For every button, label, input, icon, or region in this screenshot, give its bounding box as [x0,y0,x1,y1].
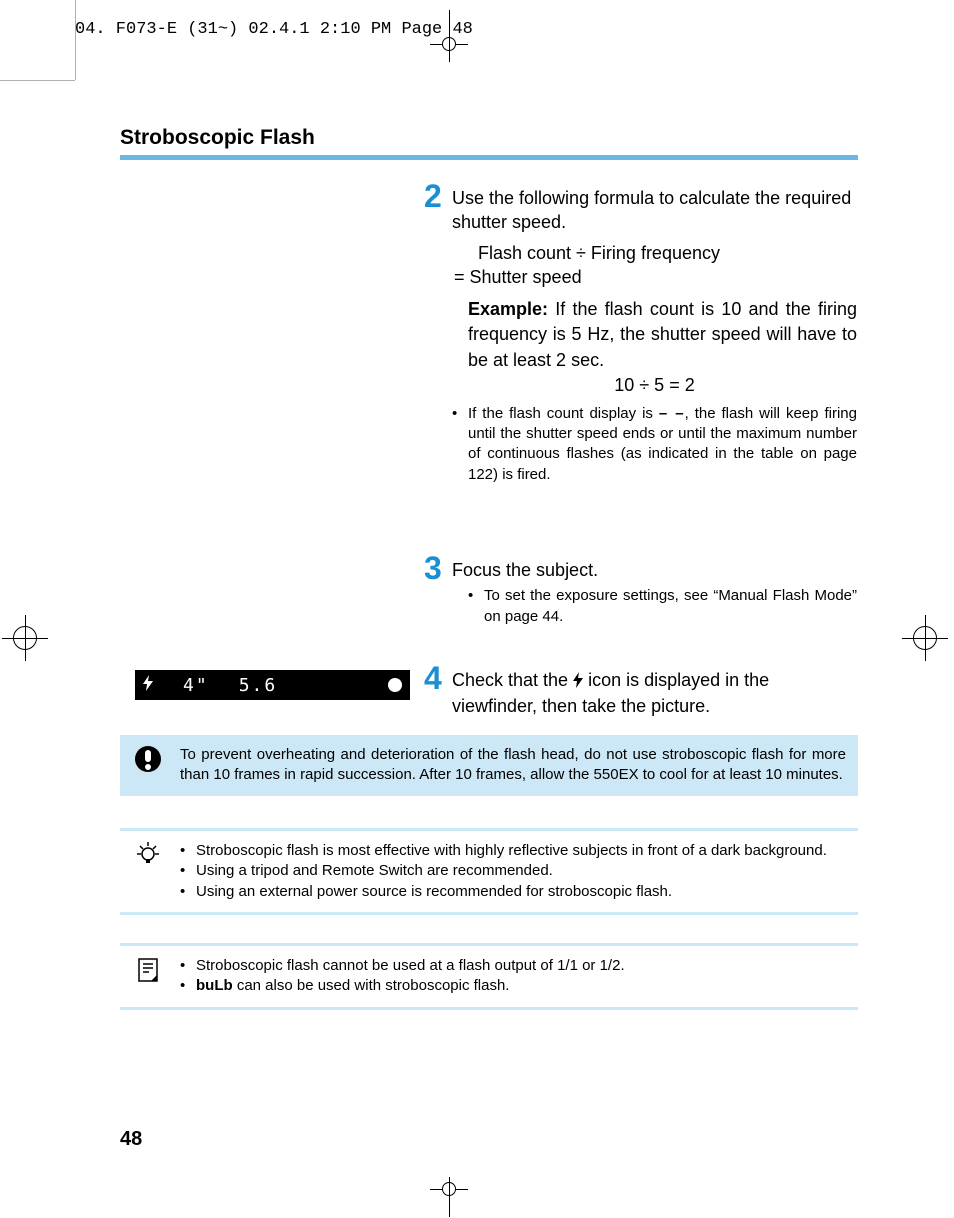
viewfinder-lcd: 4" 5.6 [135,670,410,700]
lcd-flash-icon [143,675,153,696]
note-text-1: Stroboscopic flash cannot be used at a f… [196,956,625,976]
tip-item: •Using a tripod and Remote Switch are re… [180,861,846,881]
lightbulb-icon [134,841,162,869]
step-3-note-text: To set the exposure settings, see “Manua… [484,586,857,627]
registration-mark-left [2,615,52,665]
print-header: 04. F073-E (31~) 02.4.1 2:10 PM Page 48 [75,20,473,39]
step-2-body: Use the following formula to calculate t… [452,186,857,235]
formula: Flash count ÷ Firing frequency = Shutter… [452,241,857,290]
registration-mark-right [902,615,952,665]
step-2-note: • If the flash count display is – –, the… [452,404,857,485]
crop-mark-bottom [430,1175,470,1215]
bullet-dot: • [452,404,468,485]
tip-text-1: Stroboscopic flash is most effective wit… [196,841,827,861]
example-label: Example: [468,299,548,319]
note-page-icon [134,956,162,984]
lcd-aperture-value: 5.6 [239,675,278,696]
step-number-4: 4 [424,660,442,697]
step-4: 4 Check that the icon is displayed in th… [452,668,857,719]
note-item: •Stroboscopic flash cannot be used at a … [180,956,846,976]
step-2: 2 Use the following formula to calculate… [452,186,857,485]
tip-box: •Stroboscopic flash is most effective wi… [120,828,858,915]
step-number-3: 3 [424,550,442,587]
step-3-body: Focus the subject. [452,558,857,582]
step-4-body: Check that the icon is displayed in the … [452,668,857,719]
step-3-note: • To set the exposure settings, see “Man… [452,586,857,627]
note-prefix: If the flash count display is [468,405,659,422]
warning-text: To prevent overheating and deterioration… [180,745,846,786]
section-title: Stroboscopic Flash [120,126,315,150]
lcd-shutter-value: 4" [183,675,209,696]
tip-item: •Stroboscopic flash is most effective wi… [180,841,846,861]
tip-item: •Using an external power source is recom… [180,882,846,902]
note-bold-word: buLb [196,977,233,994]
bullet-dot: • [468,586,484,627]
formula-line1: Flash count ÷ Firing frequency [454,241,857,265]
note-box: •Stroboscopic flash cannot be used at a … [120,943,858,1010]
tip-text-3: Using an external power source is recomm… [196,882,672,902]
step-number-2: 2 [424,178,442,215]
crop-mark-top [430,30,470,70]
frame-line-top [0,80,75,81]
example-calculation: 10 ÷ 5 = 2 [452,375,857,396]
formula-line2: = Shutter speed [454,265,857,289]
example-block: Example: If the flash count is 10 and th… [452,297,857,373]
title-underline [120,155,858,160]
lcd-focus-confirm-icon [388,678,402,692]
step-4-prefix: Check that the [452,670,573,690]
warning-box: To prevent overheating and deterioration… [120,735,858,796]
step-3: 3 Focus the subject. • To set the exposu… [452,558,857,627]
warning-icon [134,745,162,773]
note-item: •buLb can also be used with stroboscopic… [180,976,846,996]
tip-text-2: Using a tripod and Remote Switch are rec… [196,861,553,881]
dash-dash-icon: – – [659,405,685,422]
note-text-2-suffix: can also be used with stroboscopic flash… [233,977,510,994]
frame-line-left [75,0,76,80]
page-number: 48 [120,1128,142,1151]
flash-bolt-icon [573,670,583,694]
